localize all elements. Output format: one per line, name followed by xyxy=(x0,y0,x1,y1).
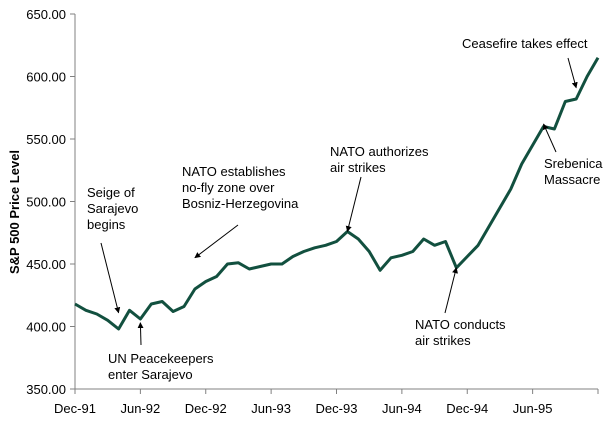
annotation-text: NATO establishes no-fly zone over Bosniz-H… xyxy=(182,164,299,211)
annotation-line: Seige of xyxy=(87,185,135,200)
annotation-line: UN Peacekeepers xyxy=(108,351,214,366)
annotation-arrow xyxy=(345,176,362,233)
annotation-text: Ceasefire takes effect xyxy=(462,36,588,51)
x-tick-label: Jun-94 xyxy=(382,401,422,416)
annotation-text: Srebenica Massacre xyxy=(544,156,603,187)
annotation-line: Sarajevo xyxy=(87,201,138,216)
annotation-arrow xyxy=(542,123,557,153)
annotation-arrow xyxy=(137,322,144,346)
x-tick-label: Jun-95 xyxy=(513,401,553,416)
annotation-line: no-fly zone over xyxy=(182,180,275,195)
y-tick-label: 500.00 xyxy=(26,195,66,210)
y-tick-label: 650.00 xyxy=(26,7,66,22)
annotation-arrow xyxy=(444,267,458,314)
annotation-text: Seige of Sarajevo begins xyxy=(87,185,138,232)
x-tick-label: Dec-92 xyxy=(185,401,227,416)
series-line xyxy=(74,57,600,331)
x-tick-label: Jun-93 xyxy=(251,401,291,416)
y-tick-label: 450.00 xyxy=(26,257,66,272)
annotation-line: air strikes xyxy=(330,160,386,175)
annotation-nato-authorizes: NATO authorizes air strikes xyxy=(330,144,429,233)
x-tick-label: Dec-91 xyxy=(54,401,96,416)
annotation-line: Massacre xyxy=(544,172,600,187)
annotation-line: air strikes xyxy=(415,333,471,348)
x-axis-ticks: Dec-91 Jun-92 Dec-92 Jun-93 Dec-93 Jun-94 Dec-… xyxy=(54,389,599,416)
annotation-line: enter Sarajevo xyxy=(108,367,193,382)
annotation-line: NATO conducts xyxy=(415,317,506,332)
annotation-no-fly-zone: NATO establishes no-fly zone over Bosniz-H… xyxy=(182,164,299,259)
annotation-text: NATO conducts air strikes xyxy=(415,317,506,348)
annotation-ceasefire: Ceasefire takes effect xyxy=(462,36,588,89)
x-tick-label: Dec-93 xyxy=(316,401,358,416)
annotation-srebrenica: Srebenica Massacre xyxy=(542,123,603,187)
x-tick-label: Dec-94 xyxy=(446,401,488,416)
annotation-line: Bosniz-Herzegovina xyxy=(182,196,299,211)
annotations: Seige of Sarajevo begins UN Peacekeepers ent… xyxy=(87,36,603,382)
annotation-arrow xyxy=(567,57,578,89)
x-tick-label: Jun-92 xyxy=(121,401,161,416)
annotation-nato-conducts: NATO conducts air strikes xyxy=(415,267,506,348)
annotation-un-peacekeepers: UN Peacekeepers enter Sarajevo xyxy=(108,322,214,382)
y-axis-label: S&P 500 Price Level xyxy=(7,150,22,274)
annotation-arrow xyxy=(100,242,121,314)
annotation-sarajevo-siege: Seige of Sarajevo begins xyxy=(87,185,138,314)
annotation-line: NATO authorizes xyxy=(330,144,429,159)
y-tick-label: 550.00 xyxy=(26,132,66,147)
annotation-line: Srebenica xyxy=(544,156,603,171)
y-tick-label: 600.00 xyxy=(26,70,66,85)
y-tick-label: 400.00 xyxy=(26,320,66,335)
annotation-line: NATO establishes xyxy=(182,164,286,179)
annotation-line: begins xyxy=(87,217,126,232)
annotation-arrow xyxy=(194,224,239,259)
annotation-text: NATO authorizes air strikes xyxy=(330,144,429,175)
annotation-text: UN Peacekeepers enter Sarajevo xyxy=(108,351,214,382)
y-tick-label: 350.00 xyxy=(26,382,66,397)
annotation-line: Ceasefire takes effect xyxy=(462,36,588,51)
y-axis-ticks: 350.00 400.00 450.00 500.00 550.00 600.00 650.… xyxy=(26,7,75,397)
